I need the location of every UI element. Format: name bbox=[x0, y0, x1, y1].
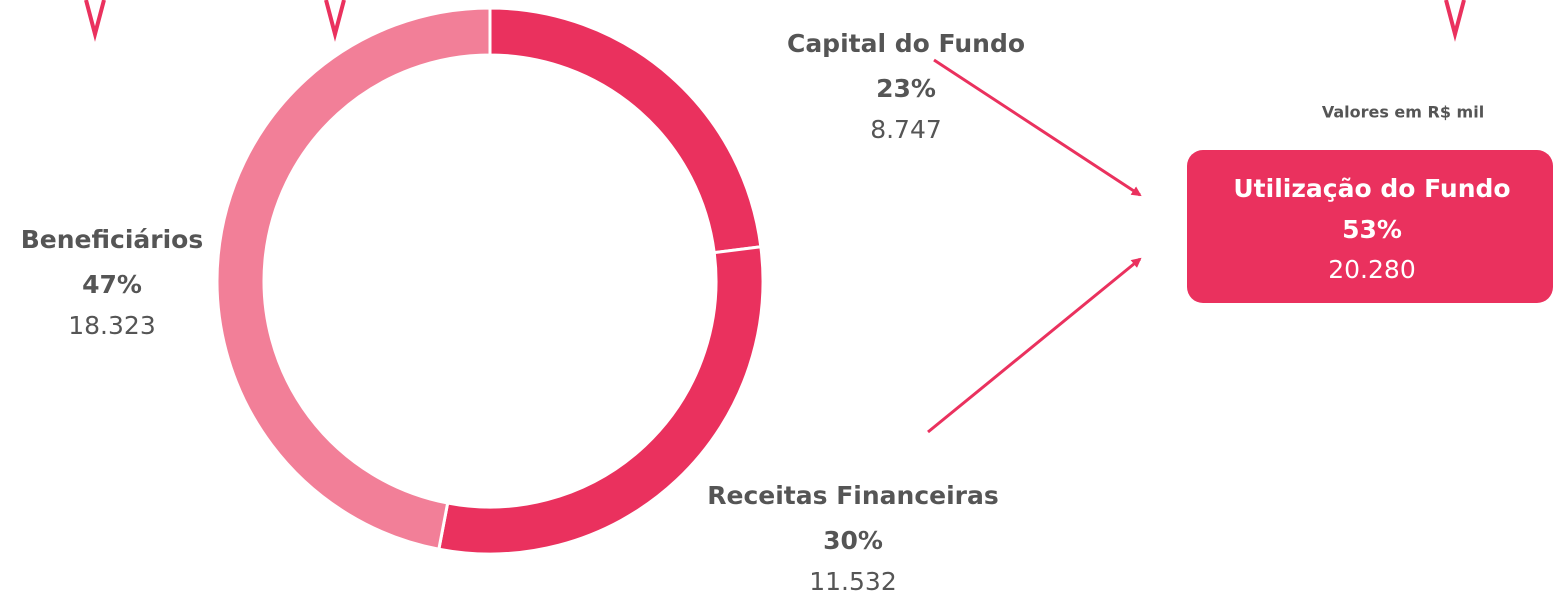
arrow bbox=[933, 58, 1142, 197]
percent-label: 47% bbox=[82, 270, 142, 299]
decoration bbox=[1444, 0, 1466, 42]
segment-label: Receitas Financeiras bbox=[707, 481, 999, 510]
total-box bbox=[1187, 150, 1553, 303]
percent-label: 23% bbox=[876, 74, 936, 103]
note: Valores em R$ mil bbox=[1322, 103, 1484, 122]
amount-label: 18.323 bbox=[68, 311, 155, 340]
decoration bbox=[324, 0, 346, 42]
amount-label: 8.747 bbox=[870, 115, 942, 144]
amount-label: 11.532 bbox=[809, 567, 896, 596]
segment-label: Beneficiários bbox=[21, 225, 204, 254]
total-amount: 20.280 bbox=[1328, 255, 1415, 284]
total-percent: 53% bbox=[1342, 215, 1402, 244]
total-label: Utilização do Fundo bbox=[1233, 174, 1510, 203]
donut-segment bbox=[215, 6, 492, 551]
decoration bbox=[84, 0, 106, 42]
percent-label: 30% bbox=[823, 526, 883, 555]
arrow bbox=[927, 257, 1142, 434]
segment-label: Capital do Fundo bbox=[787, 29, 1025, 58]
donut-segment bbox=[488, 6, 763, 255]
